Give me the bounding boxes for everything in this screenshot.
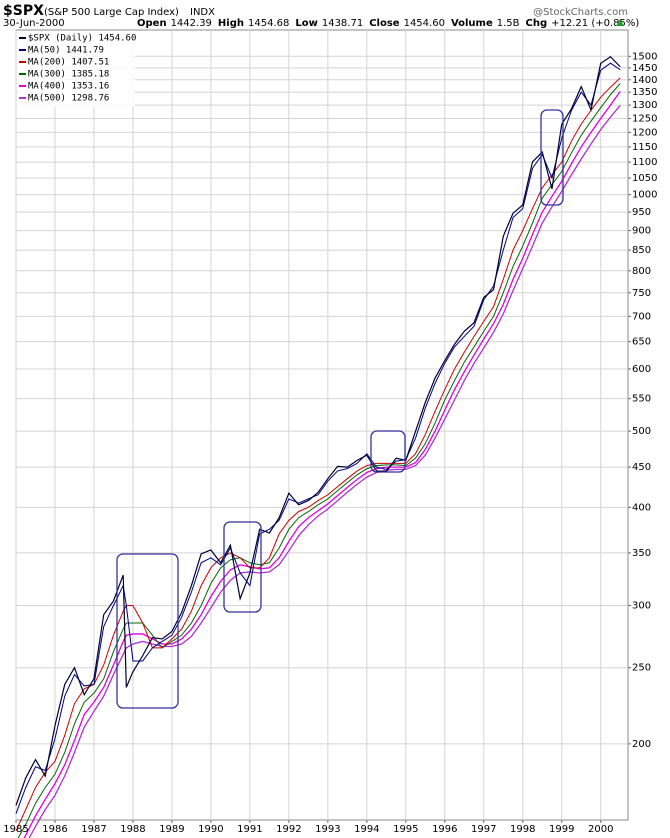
highlight-box (370, 430, 406, 473)
y-tick-label: 400 (632, 502, 651, 513)
y-tick-label: 850 (632, 245, 651, 256)
series-line (17, 83, 621, 838)
x-tick-label: 1995 (393, 824, 418, 835)
exchange: INDX (190, 7, 215, 18)
y-tick-label: 200 (632, 739, 651, 750)
x-tick-label: 1998 (510, 824, 535, 835)
quote-value: 1438.71 (322, 18, 363, 29)
x-tick-label: 1999 (549, 824, 574, 835)
y-tick-label: 950 (632, 207, 651, 218)
x-tick-label: 1992 (276, 824, 301, 835)
highlights (116, 109, 564, 709)
y-tick-label: 1200 (632, 127, 657, 138)
quote-value: 1.5B (497, 18, 520, 29)
y-tick-label: 300 (632, 600, 651, 611)
quote-value: 1454.68 (248, 18, 289, 29)
legend: $SPX (Daily) 1454.60 MA(50) 1441.79 MA(200… (17, 31, 136, 107)
y-tick-label: 1450 (632, 63, 657, 74)
y-tick-label: 650 (632, 337, 651, 348)
x-tick-label: 1994 (354, 824, 379, 835)
x-tick-label: 1989 (159, 824, 184, 835)
highlight-box (540, 109, 564, 206)
y-tick-label: 1000 (632, 190, 657, 201)
series-line (15, 77, 621, 832)
x-tick-label: 2000 (588, 824, 613, 835)
quote-label: Open (137, 18, 167, 29)
y-tick-label: 450 (632, 462, 651, 473)
grid (15, 30, 631, 823)
y-tick-label: 1250 (632, 113, 657, 124)
quote-label: High (218, 18, 244, 29)
legend-label: MA(400) 1353.16 (28, 82, 109, 92)
y-tick-label: 800 (632, 266, 651, 277)
x-tick-label: 1985 (3, 824, 28, 835)
legend-label: MA(50) 1441.79 (28, 46, 104, 56)
highlight-box (223, 521, 262, 613)
quote-value: 1454.60 (404, 18, 445, 29)
lines (15, 55, 621, 838)
plot-area (15, 29, 629, 821)
symbol: $SPX (3, 3, 44, 19)
series-line (15, 55, 621, 806)
y-tick-label: 1150 (632, 142, 657, 153)
y-tick-label: 250 (632, 663, 651, 674)
legend-label: MA(500) 1298.76 (28, 94, 109, 104)
y-tick-label: 600 (632, 364, 651, 375)
up-arrow (616, 19, 624, 26)
y-tick-label: 550 (632, 394, 651, 405)
legend-label: MA(300) 1385.18 (28, 70, 109, 80)
quote-label: Low (295, 18, 317, 29)
x-tick-label: 1993 (315, 824, 340, 835)
x-tick-label: 1996 (432, 824, 457, 835)
y-tick-label: 350 (632, 548, 651, 559)
quote-value: 1442.39 (171, 18, 212, 29)
series-line (23, 91, 621, 838)
highlight-box (116, 553, 179, 709)
series-line (28, 105, 621, 838)
x-tick-label: 1991 (237, 824, 262, 835)
x-tick-label: 1997 (471, 824, 496, 835)
legend-box (17, 31, 135, 107)
legend-label: MA(200) 1407.51 (28, 58, 109, 68)
y-tick-label: 900 (632, 226, 651, 237)
legend-label: $SPX (Daily) 1454.60 (28, 34, 136, 44)
y-tick-label: 1100 (632, 157, 657, 168)
watermark: @StockCharts.com (533, 7, 628, 18)
y-tick-label: 1050 (632, 173, 657, 184)
y-tick-label: 500 (632, 426, 651, 437)
y-tick-label: 750 (632, 288, 651, 299)
y-tick-label: 1300 (632, 100, 657, 111)
y-tick-label: 1500 (632, 51, 657, 62)
x-tick-label: 1986 (42, 824, 67, 835)
quote-label: Volume (451, 18, 493, 29)
y-tick-label: 700 (632, 311, 651, 322)
index-name: (S&P 500 Large Cap Index) (44, 7, 179, 18)
x-tick-label: 1990 (198, 824, 223, 835)
y-tick-label: 1350 (632, 87, 657, 98)
quote: Open 1442.39 High 1454.68 Low 1438.71 Close 145… (137, 18, 639, 29)
quote-label: Close (369, 18, 400, 29)
date: 30-Jun-2000 (3, 18, 65, 29)
y-tick-label: 1400 (632, 75, 657, 86)
quote-value: +12.21 (+0.85%) (551, 18, 639, 29)
x-tick-label: 1988 (120, 824, 145, 835)
quote-label: Chg (526, 18, 548, 29)
x-tick-label: 1987 (81, 824, 106, 835)
